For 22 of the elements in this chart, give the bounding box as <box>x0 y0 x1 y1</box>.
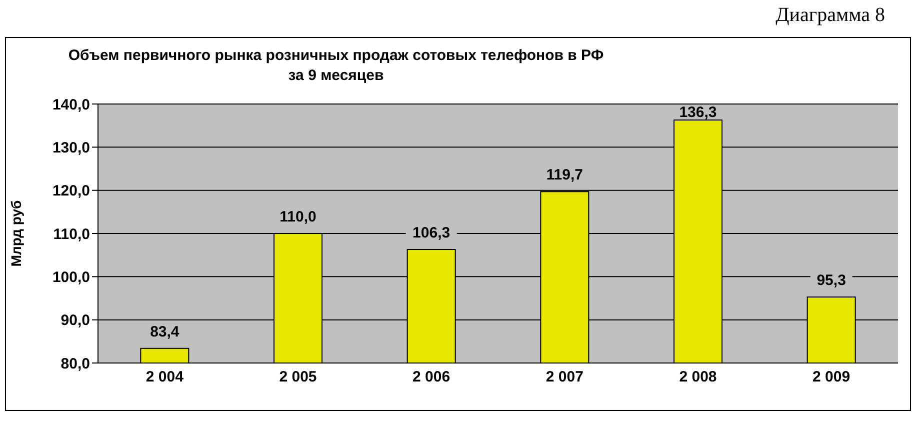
x-tick-label: 2 007 <box>546 368 584 386</box>
x-tick-label: 2 006 <box>412 368 450 386</box>
y-axis-title: Млрд руб <box>8 200 24 267</box>
y-tick-label: 80,0 <box>60 355 90 372</box>
data-label: 83,4 <box>150 323 180 340</box>
y-tick-label: 140,0 <box>52 96 90 114</box>
y-tick-label: 120,0 <box>52 182 90 200</box>
x-tick-label: 2 008 <box>679 368 717 386</box>
x-tick-label: 2 009 <box>812 368 850 386</box>
data-label: 119,7 <box>546 166 584 184</box>
data-label: 106,3 <box>412 224 450 242</box>
y-tick-label: 110,0 <box>53 226 90 243</box>
data-label: 110,0 <box>280 208 316 226</box>
x-tick-label: 2 005 <box>279 368 317 386</box>
data-label: 136,3 <box>679 104 717 121</box>
data-label: 95,3 <box>816 272 846 289</box>
y-tick-label: 100,0 <box>52 268 90 286</box>
y-tick-label: 90,0 <box>60 312 90 330</box>
x-tick-label: 2 004 <box>146 368 184 386</box>
y-tick-label: 130,0 <box>52 139 90 156</box>
chart-title: Объем первичного рынка розничных продаж сотовых телефонов в РФ за 9 месяцев <box>67 46 605 86</box>
text: Диаграмма 8 <box>776 4 885 27</box>
